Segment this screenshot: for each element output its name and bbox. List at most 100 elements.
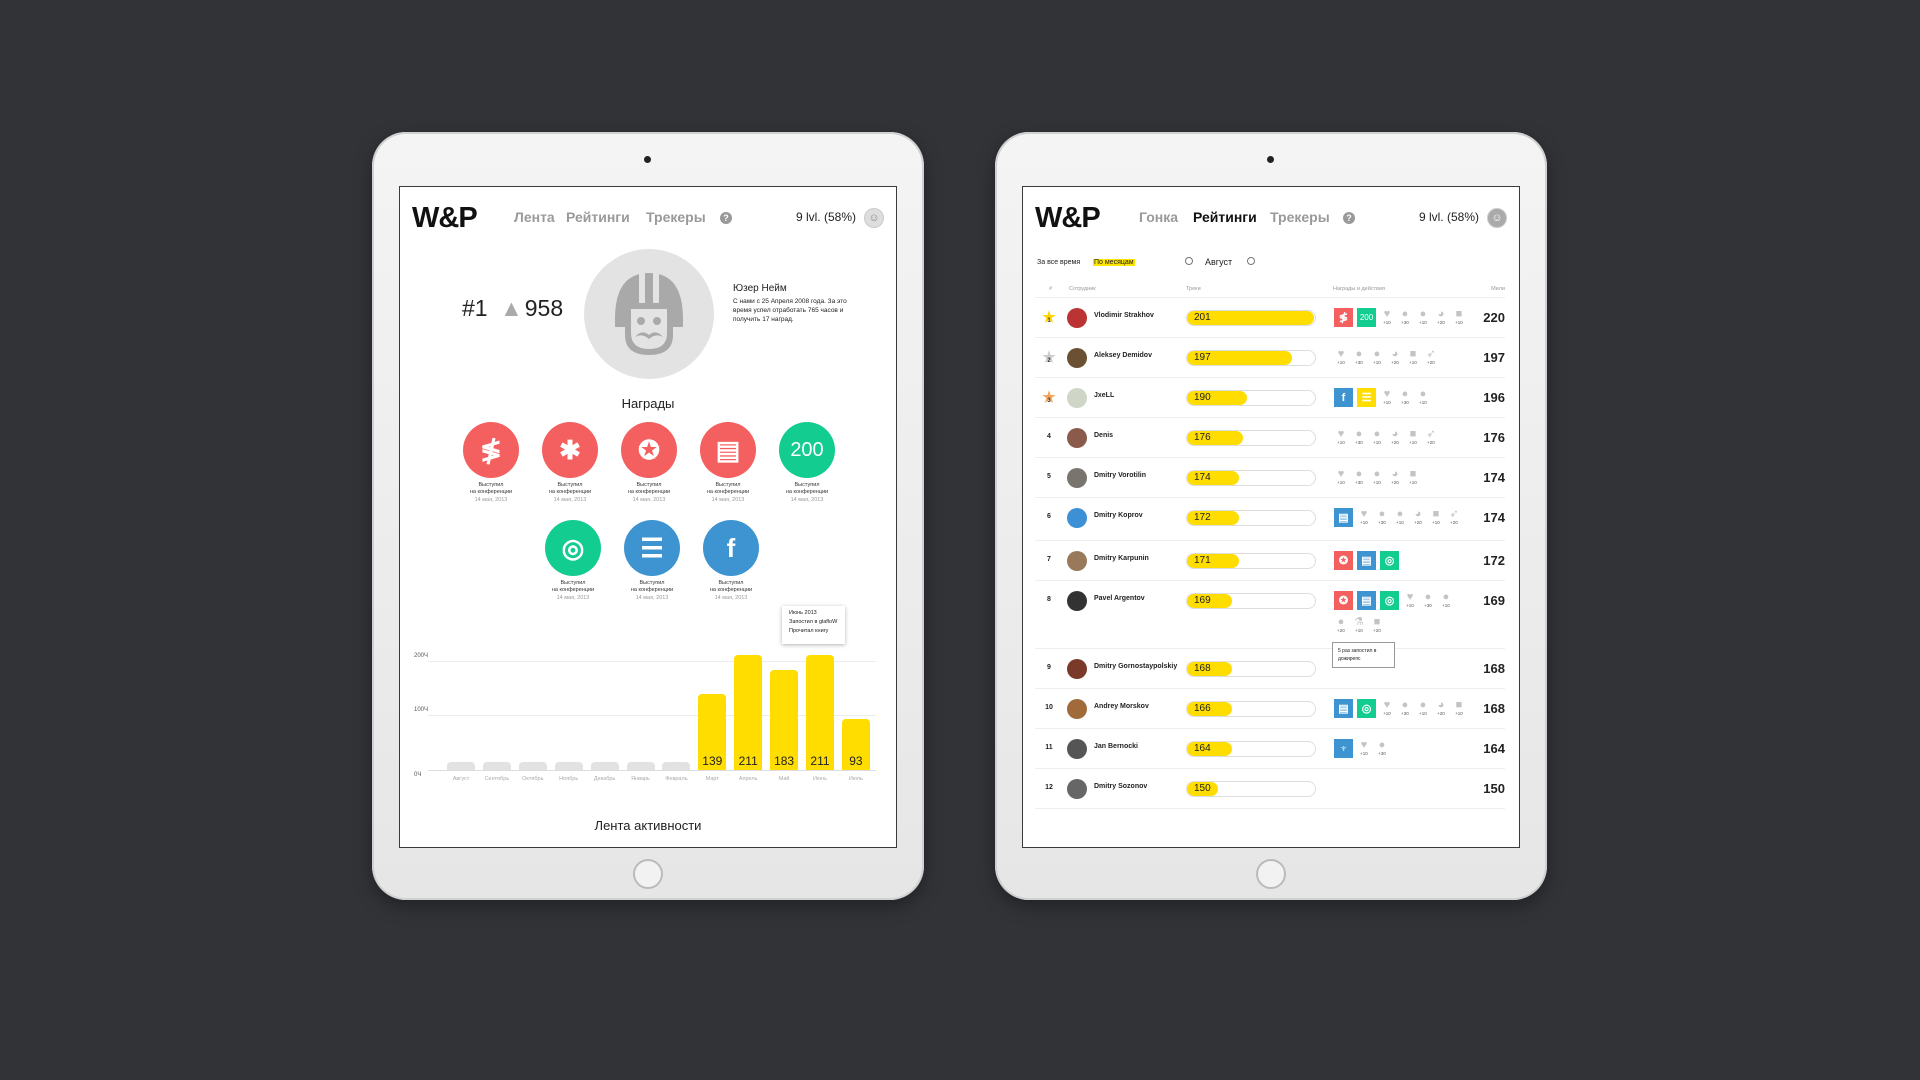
- chart-bar[interactable]: [554, 762, 583, 770]
- employee-name[interactable]: Aleksey Demidov: [1094, 352, 1152, 359]
- table-row[interactable]: 11 Jan Bernocki 164 ♆ ♥ +10 ● +30 164: [1035, 729, 1505, 769]
- chat-icon[interactable]: ● +10: [1439, 591, 1453, 610]
- notepad-award-icon[interactable]: ▤: [1334, 508, 1353, 527]
- video-icon[interactable]: ■ +10: [1406, 468, 1420, 486]
- employee-name[interactable]: Denis: [1094, 432, 1114, 439]
- table-row[interactable]: 4 Denis 176 ♥ +10 ● +30 ● +10 ◕ +20 ■ +10 ➶ +20 176: [1035, 418, 1505, 458]
- notepad-award-icon[interactable]: ▤: [1334, 699, 1353, 718]
- award-item[interactable]: ✪ Выступил на конференции 14 мая, 2013: [604, 422, 694, 504]
- person-icon[interactable]: ● +30: [1375, 739, 1389, 758]
- heart-icon[interactable]: ♥ +10: [1380, 388, 1394, 407]
- chat-icon[interactable]: ● +10: [1416, 388, 1430, 407]
- person-icon[interactable]: ● +30: [1375, 508, 1389, 527]
- activity-feed-title[interactable]: Лента активности: [594, 818, 702, 833]
- heart-icon[interactable]: ♥ +10: [1357, 508, 1371, 527]
- heart-icon[interactable]: ♥ +10: [1334, 428, 1348, 446]
- notepad-award-icon[interactable]: ▤: [1357, 591, 1376, 610]
- video-icon[interactable]: ■ +10: [1452, 308, 1466, 327]
- video-icon[interactable]: ■ +10: [1406, 348, 1420, 366]
- heart-icon[interactable]: ♥ +10: [1334, 468, 1348, 486]
- cat-icon[interactable]: ◕ +20: [1388, 468, 1402, 486]
- heart-icon[interactable]: ♥ +10: [1380, 308, 1394, 327]
- heart-icon[interactable]: ♥ +10: [1380, 699, 1394, 718]
- person-icon[interactable]: ● +30: [1398, 388, 1412, 407]
- logo[interactable]: W&P: [1035, 202, 1101, 234]
- home-button[interactable]: [1256, 859, 1286, 889]
- chart-bar[interactable]: 211: [734, 655, 763, 770]
- logo[interactable]: W&P: [412, 202, 478, 234]
- chat-icon[interactable]: ● +10: [1370, 428, 1384, 446]
- award-item[interactable]: f Выступил на конференции 14 мая, 2013: [686, 520, 776, 602]
- chart-bar[interactable]: 139: [698, 694, 727, 770]
- filter-all-time[interactable]: За все время: [1037, 259, 1081, 266]
- cat-icon[interactable]: ◕ +20: [1411, 508, 1425, 527]
- award-item[interactable]: 200 Выступил на конференции 14 мая, 2013: [762, 422, 852, 504]
- employee-name[interactable]: JxeLL: [1094, 392, 1115, 399]
- chat-icon[interactable]: ● +10: [1393, 508, 1407, 527]
- employee-name[interactable]: Andrey Morskov: [1094, 703, 1149, 710]
- speaker-award-icon[interactable]: ≸: [1334, 308, 1353, 327]
- next-month-button[interactable]: [1247, 257, 1255, 265]
- flask-icon[interactable]: ⚗ +10: [1352, 616, 1366, 634]
- table-row[interactable]: 6 Dmitry Koprov 172 ▤ ♥ +10 ● +30 ● +10 ◕ +20 ■ +10 ➶ +…: [1035, 498, 1505, 541]
- nav-trackers[interactable]: Трекеры: [1270, 209, 1330, 225]
- chat-icon[interactable]: ● +10: [1370, 348, 1384, 366]
- award-item[interactable]: ☰ Выступил на конференции 14 мая, 2013: [607, 520, 697, 602]
- table-row[interactable]: 5 Dmitry Vorotilin 174 ♥ +10 ● +30 ● +10 ◕ +20 ■ +10…: [1035, 458, 1505, 498]
- twitter-icon[interactable]: ■ +20: [1370, 616, 1384, 634]
- table-row[interactable]: ★ 3 JxeLL 190 f ☰ ♥ +10 ● +30 ● +10 196: [1035, 378, 1505, 418]
- table-row[interactable]: 12 Dmitry Sozonov 150 150: [1035, 769, 1505, 809]
- heart-icon[interactable]: ♥ +10: [1403, 591, 1417, 610]
- table-row[interactable]: ★ 2 Aleksey Demidov 197 ♥ +10 ● +30 ● +10 ◕ +20 ■ +10…: [1035, 338, 1505, 378]
- table-row[interactable]: 9 Dmitry Gornostaypolskiy 168 168: [1035, 649, 1505, 689]
- award-item[interactable]: ▤ Выступил на конференции 14 мая, 2013: [683, 422, 773, 504]
- chart-bar[interactable]: [590, 762, 619, 770]
- lifebuoy-award-icon[interactable]: ◎: [1357, 699, 1376, 718]
- person-icon[interactable]: ● +30: [1398, 699, 1412, 718]
- chart-bar[interactable]: 93: [841, 719, 870, 770]
- cat-icon[interactable]: ◕ +20: [1434, 699, 1448, 718]
- rocket-icon[interactable]: ➶ +20: [1447, 508, 1461, 527]
- chart-bar[interactable]: [626, 762, 655, 770]
- employee-name[interactable]: Pavel Argentov: [1094, 595, 1145, 602]
- person-icon[interactable]: ● +30: [1352, 348, 1366, 366]
- rocket-icon[interactable]: ➶ +20: [1424, 428, 1438, 446]
- 200-award-icon[interactable]: 200: [1357, 308, 1376, 327]
- chart-bar[interactable]: 183: [770, 670, 799, 770]
- lifebuoy-award-icon[interactable]: ◎: [1380, 551, 1399, 570]
- chart-bar[interactable]: [518, 762, 547, 770]
- employee-name[interactable]: Dmitry Gornostaypolskiy: [1094, 663, 1178, 670]
- rocket-icon[interactable]: ➶ +20: [1424, 348, 1438, 366]
- video-icon[interactable]: ■ +10: [1406, 428, 1420, 446]
- help-icon[interactable]: ?: [720, 212, 732, 224]
- home-button[interactable]: [633, 859, 663, 889]
- nav-trackers[interactable]: Трекеры: [646, 209, 706, 225]
- prev-month-button[interactable]: [1185, 257, 1193, 265]
- chart-bar[interactable]: [447, 762, 475, 770]
- person-icon[interactable]: ● +30: [1398, 308, 1412, 327]
- employee-name[interactable]: Dmitry Koprov: [1094, 512, 1143, 519]
- mic-award-icon[interactable]: ♆: [1334, 739, 1353, 758]
- chart-bar[interactable]: 211: [806, 655, 834, 770]
- table-row[interactable]: 10 Andrey Morskov 166 ▤ ◎ ♥ +10 ● +30 ● +10 ◕ +20 ■ +1…: [1035, 642, 1505, 729]
- medal-award-icon[interactable]: ✪: [1334, 591, 1353, 610]
- heart-icon[interactable]: ♥ +10: [1334, 348, 1348, 366]
- award-item[interactable]: ≸ Выступил на конференции 14 мая, 2013: [446, 422, 536, 504]
- user-avatar[interactable]: ☺: [1487, 208, 1507, 228]
- person-icon[interactable]: ● +30: [1421, 591, 1435, 610]
- filter-by-month[interactable]: По месяцам: [1093, 259, 1135, 266]
- help-icon[interactable]: ?: [1343, 212, 1355, 224]
- nav-race[interactable]: Гонка: [1139, 209, 1179, 225]
- heart-icon[interactable]: ♥ +10: [1357, 739, 1371, 758]
- chat-icon[interactable]: ● +10: [1416, 308, 1430, 327]
- nav-ratings[interactable]: Рейтинги: [566, 209, 630, 225]
- cat-icon[interactable]: ◕ +20: [1388, 428, 1402, 446]
- employee-name[interactable]: Jan Bernocki: [1094, 743, 1138, 750]
- cat-icon[interactable]: ◕ +20: [1388, 348, 1402, 366]
- lifebuoy-award-icon[interactable]: ◎: [1380, 591, 1399, 610]
- medal-award-icon[interactable]: ✪: [1334, 551, 1353, 570]
- notepad-award-icon[interactable]: ▤: [1357, 551, 1376, 570]
- chart-bar[interactable]: [662, 762, 691, 770]
- chat-icon[interactable]: ● +10: [1416, 699, 1430, 718]
- user-avatar[interactable]: ☺: [864, 208, 884, 228]
